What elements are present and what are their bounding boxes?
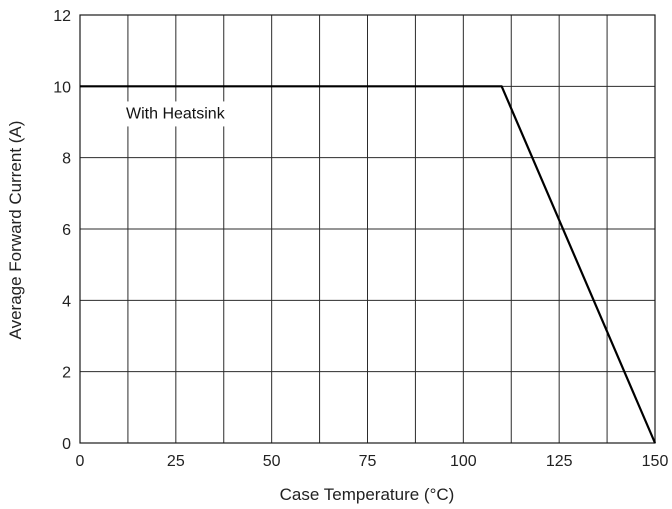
y-tick-label: 12: [53, 8, 71, 25]
series-layer: [80, 85, 657, 444]
y-tick-label: 10: [53, 79, 71, 96]
y-axis-title: Average Forward Current (A): [6, 121, 25, 340]
grid-layer: [79, 14, 656, 444]
x-axis-title: Case Temperature (°C): [280, 485, 455, 504]
x-tick-label: 0: [76, 453, 85, 470]
x-tick-label: 150: [642, 453, 669, 470]
x-tick-label: 50: [263, 453, 281, 470]
series-line: [80, 85, 657, 444]
annotation-background: [116, 101, 236, 127]
plot-frame: [79, 14, 656, 444]
y-tick-label: 4: [62, 293, 71, 310]
tick-labels: 0 25 50 75 100 125 150 0 2 4 6 8 10 12: [53, 8, 668, 470]
x-tick-label: 25: [167, 453, 185, 470]
y-tick-label: 6: [62, 222, 71, 239]
x-tick-label: 75: [359, 453, 377, 470]
y-tick-label: 2: [62, 365, 71, 382]
x-tick-label: 100: [450, 453, 477, 470]
y-tick-label: 0: [62, 436, 71, 453]
y-tick-label: 8: [62, 151, 71, 168]
annotation-label: With Heatsink: [126, 105, 226, 122]
x-tick-label: 125: [546, 453, 573, 470]
annotations: With Heatsink: [116, 101, 236, 127]
